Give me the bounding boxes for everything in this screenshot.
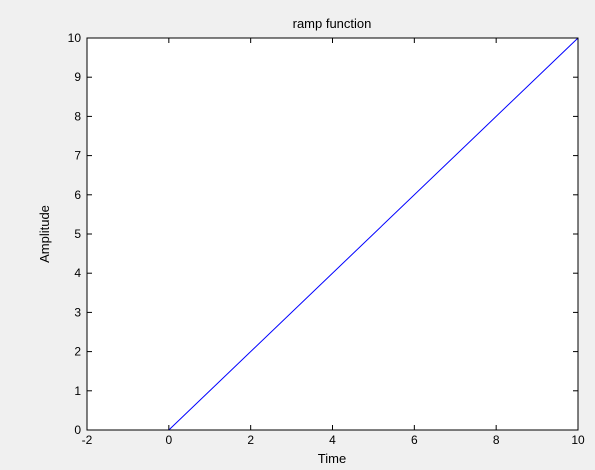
x-tick-label: 0 xyxy=(165,433,172,447)
y-axis-label: Amplitude xyxy=(37,205,52,263)
y-tick-label: 6 xyxy=(74,188,81,202)
plot-area xyxy=(87,38,578,430)
y-tick-label: 1 xyxy=(74,384,81,398)
x-tick-label: 4 xyxy=(329,433,336,447)
x-tick-label: 6 xyxy=(411,433,418,447)
axes-box xyxy=(86,37,579,431)
y-tick-label: 5 xyxy=(74,227,81,241)
y-tick-labels: 0 1 2 3 4 5 6 7 8 9 10 xyxy=(68,31,82,437)
x-tick-label: 8 xyxy=(493,433,500,447)
y-tick-label: 0 xyxy=(74,423,81,437)
x-tick-label: 10 xyxy=(571,433,585,447)
x-axis-label: Time xyxy=(318,451,346,466)
y-tick-label: 10 xyxy=(68,31,82,45)
y-tick-label: 3 xyxy=(74,305,81,319)
chart-title: ramp function xyxy=(293,16,372,31)
y-tick-label: 8 xyxy=(74,109,81,123)
x-tick-label: 2 xyxy=(247,433,254,447)
y-tick-label: 2 xyxy=(74,345,81,359)
y-tick-label: 7 xyxy=(74,149,81,163)
y-tick-label: 9 xyxy=(74,70,81,84)
y-tick-label: 4 xyxy=(74,266,81,280)
x-tick-labels: -2 0 2 4 6 8 10 xyxy=(82,433,585,447)
x-tick-label: -2 xyxy=(82,433,93,447)
